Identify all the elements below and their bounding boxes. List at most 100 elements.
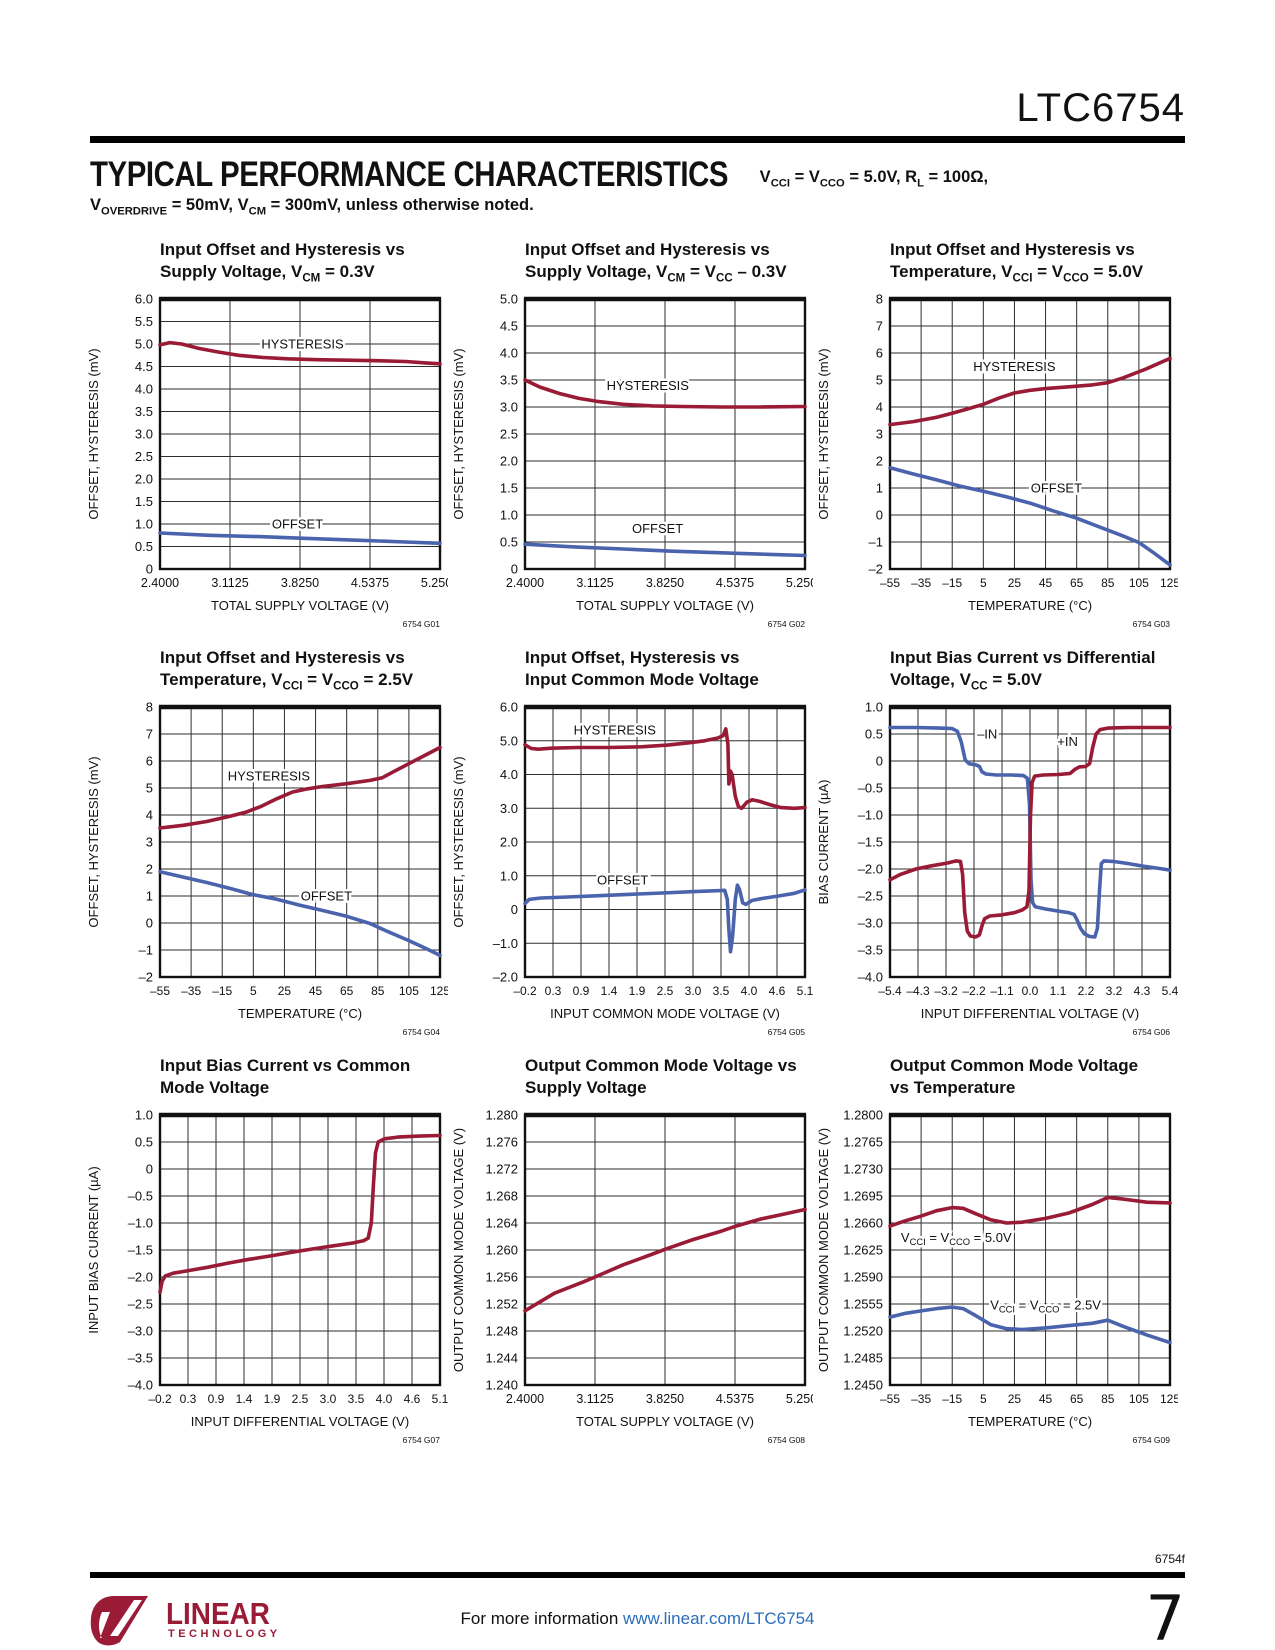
svg-text:3.5: 3.5 (135, 404, 153, 419)
svg-text:1.5: 1.5 (500, 481, 518, 496)
svg-text:2.0: 2.0 (500, 835, 518, 850)
svg-text:0.5: 0.5 (135, 539, 153, 554)
svg-text:3.0: 3.0 (500, 400, 518, 415)
svg-text:8: 8 (146, 700, 153, 715)
svg-text:–2: –2 (869, 562, 883, 577)
svg-text:0.5: 0.5 (865, 727, 883, 742)
svg-text:4.6: 4.6 (404, 1392, 421, 1406)
svg-text:–0.2: –0.2 (513, 984, 537, 998)
svg-text:–3.5: –3.5 (128, 1351, 153, 1366)
svg-text:1.1: 1.1 (1050, 984, 1067, 998)
svg-text:TOTAL SUPPLY VOLTAGE (V): TOTAL SUPPLY VOLTAGE (V) (211, 598, 389, 613)
svg-text:5.2500: 5.2500 (421, 576, 448, 590)
chart-block: Input Offset and Hysteresis vs Supply Vol… (88, 239, 453, 629)
chart-block: Input Offset and Hysteresis vs Temperatur… (88, 647, 453, 1037)
svg-text:INPUT COMMON MODE VOLTAGE (V): INPUT COMMON MODE VOLTAGE (V) (550, 1006, 780, 1021)
svg-text:1: 1 (876, 481, 883, 496)
svg-text:1.4: 1.4 (601, 984, 618, 998)
svg-text:1.260: 1.260 (485, 1243, 518, 1258)
svg-text:6.0: 6.0 (500, 700, 518, 715)
svg-text:1.4: 1.4 (236, 1392, 253, 1406)
svg-text:0: 0 (146, 562, 153, 577)
svg-text:5: 5 (980, 576, 987, 590)
svg-text:6754 G05: 6754 G05 (768, 1027, 806, 1037)
svg-text:TEMPERATURE (°C): TEMPERATURE (°C) (968, 1414, 1092, 1429)
svg-text:2.4000: 2.4000 (506, 576, 544, 590)
svg-text:2.5: 2.5 (292, 1392, 309, 1406)
svg-text:OFFSET, HYSTERESIS (mV): OFFSET, HYSTERESIS (mV) (453, 349, 466, 520)
svg-text:–1.0: –1.0 (493, 936, 518, 951)
svg-text:VCCI = VCCO = 2.5V: VCCI = VCCO = 2.5V (990, 1298, 1101, 1315)
svg-text:INPUT BIAS CURRENT (µA): INPUT BIAS CURRENT (µA) (88, 1167, 101, 1334)
svg-text:25: 25 (1008, 576, 1022, 590)
page-number: 7 (1145, 1582, 1185, 1650)
svg-text:4.5: 4.5 (500, 319, 518, 334)
svg-text:105: 105 (1129, 576, 1149, 590)
svg-text:1.5: 1.5 (135, 494, 153, 509)
svg-text:85: 85 (371, 984, 385, 998)
svg-text:5.1: 5.1 (797, 984, 813, 998)
svg-text:3.5: 3.5 (348, 1392, 365, 1406)
svg-text:1.252: 1.252 (485, 1297, 518, 1312)
chart-svg: 5.0 4.5 4.0 3.5 3.0 2.5 2.0 1.5 1.0 0.5 02.4000 3.1… (453, 292, 813, 630)
svg-text:5: 5 (876, 373, 883, 388)
svg-text:–4.3: –4.3 (906, 984, 930, 998)
chart-block: Input Offset and Hysteresis vs Temperatur… (818, 239, 1183, 629)
svg-text:0: 0 (511, 562, 518, 577)
svg-text:125: 125 (430, 984, 448, 998)
svg-text:–3.0: –3.0 (858, 916, 883, 931)
chart-block: Input Offset, Hysteresis vs Input Common … (453, 647, 818, 1037)
svg-text:–2.5: –2.5 (858, 889, 883, 904)
svg-text:–2.0: –2.0 (858, 862, 883, 877)
svg-text:–1.5: –1.5 (858, 835, 883, 850)
svg-text:2.5: 2.5 (657, 984, 674, 998)
svg-text:1.2800: 1.2800 (843, 1108, 883, 1123)
svg-text:2.4000: 2.4000 (141, 576, 179, 590)
svg-text:6754 G01: 6754 G01 (403, 619, 441, 629)
svg-text:OUTPUT COMMON MODE VOLTAGE (V): OUTPUT COMMON MODE VOLTAGE (V) (818, 1128, 831, 1372)
svg-text:OUTPUT COMMON MODE VOLTAGE (V): OUTPUT COMMON MODE VOLTAGE (V) (453, 1128, 466, 1372)
footer-link[interactable]: www.linear.com/LTC6754 (623, 1609, 815, 1628)
chart-svg: 1.00.50–0.5–1.0–1.5–2.0–2.5–3.0–3.5–4.0–… (818, 700, 1178, 1038)
svg-text:0: 0 (511, 902, 518, 917)
svg-text:5.0: 5.0 (500, 734, 518, 749)
svg-text:1.2450: 1.2450 (843, 1378, 883, 1393)
svg-text:6754 G09: 6754 G09 (1133, 1435, 1171, 1445)
svg-text:TOTAL SUPPLY VOLTAGE (V): TOTAL SUPPLY VOLTAGE (V) (576, 598, 754, 613)
svg-text:65: 65 (340, 984, 354, 998)
svg-text:–3.0: –3.0 (128, 1324, 153, 1339)
chart-svg: 6.0 5.5 5.0 4.5 4.0 3.5 3.0 2.5 2.0 1.5 1.0 0.5 02.4… (88, 292, 448, 630)
svg-text:+IN: +IN (1057, 734, 1078, 749)
svg-text:–55: –55 (150, 984, 170, 998)
svg-text:HYSTERESIS: HYSTERESIS (574, 723, 657, 738)
chart-block: Input Offset and Hysteresis vs Supply Vol… (453, 239, 818, 629)
svg-text:1.268: 1.268 (485, 1189, 518, 1204)
svg-text:2: 2 (146, 862, 153, 877)
svg-text:OFFSET: OFFSET (597, 873, 648, 888)
svg-text:3.8250: 3.8250 (646, 1392, 684, 1406)
svg-text:6754 G03: 6754 G03 (1133, 619, 1171, 629)
svg-text:1.2695: 1.2695 (843, 1189, 883, 1204)
svg-text:1.0: 1.0 (865, 700, 883, 715)
svg-text:OFFSET: OFFSET (301, 889, 352, 904)
svg-text:INPUT DIFFERENTIAL VOLTAGE (V): INPUT DIFFERENTIAL VOLTAGE (V) (921, 1006, 1139, 1021)
svg-text:0: 0 (876, 508, 883, 523)
svg-text:5.4: 5.4 (1162, 984, 1178, 998)
svg-text:4.5: 4.5 (135, 359, 153, 374)
svg-text:2.0: 2.0 (135, 472, 153, 487)
svg-text:–2.0: –2.0 (493, 970, 518, 985)
svg-text:4.5375: 4.5375 (716, 1392, 754, 1406)
svg-text:105: 105 (1129, 1392, 1149, 1406)
doc-code: 6754f (1154, 1552, 1185, 1566)
svg-text:25: 25 (278, 984, 292, 998)
svg-text:–1.1: –1.1 (990, 984, 1014, 998)
chart-block: Input Bias Current vs Common Mode Voltage… (88, 1055, 453, 1445)
svg-text:3.1125: 3.1125 (576, 576, 613, 590)
svg-text:0: 0 (146, 1162, 153, 1177)
part-number: LTC6754 (1016, 86, 1185, 130)
svg-text:3.5: 3.5 (500, 373, 518, 388)
svg-text:2: 2 (876, 454, 883, 469)
svg-text:8: 8 (876, 292, 883, 307)
